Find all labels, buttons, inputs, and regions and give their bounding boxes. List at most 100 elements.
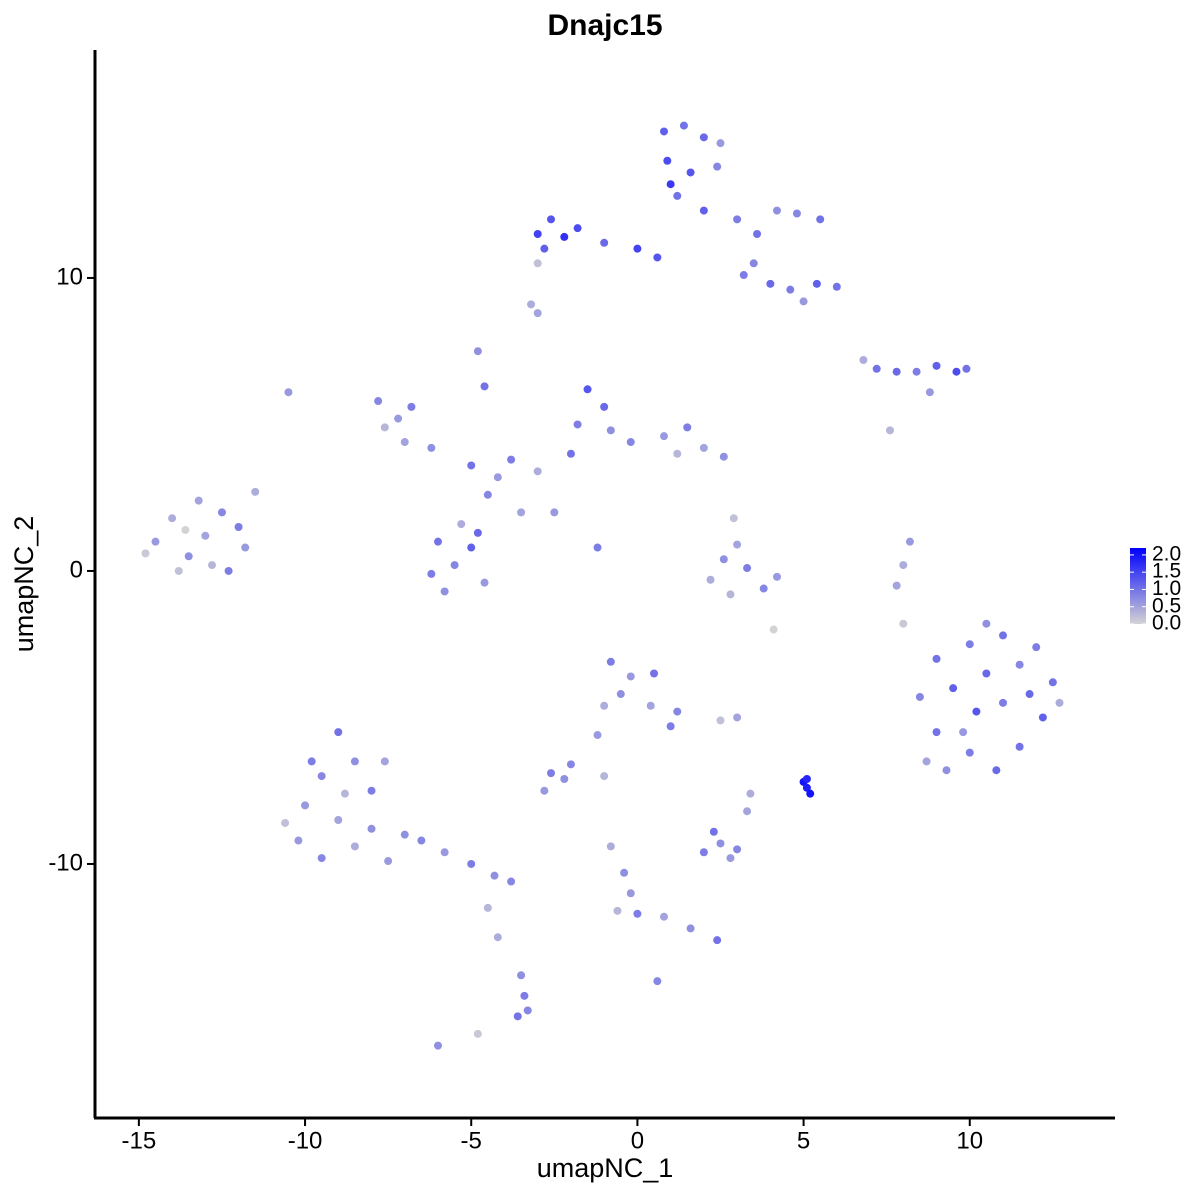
point — [620, 868, 629, 877]
point — [802, 774, 811, 783]
chart-title: Dnajc15 — [547, 9, 662, 42]
point — [606, 426, 615, 435]
point — [450, 561, 459, 570]
point — [922, 757, 931, 766]
point — [962, 364, 971, 373]
point — [683, 423, 692, 432]
y-tick-label: -10 — [48, 849, 83, 876]
colorbar-label: 0.0 — [1152, 612, 1181, 635]
point — [550, 508, 559, 517]
point — [284, 388, 293, 397]
point — [374, 397, 383, 406]
point — [932, 728, 941, 737]
point — [959, 728, 968, 737]
x-tick-label: -10 — [288, 1127, 323, 1154]
point — [400, 438, 409, 447]
point — [673, 707, 682, 716]
points — [141, 121, 1064, 1050]
point — [716, 139, 725, 148]
x-tick-label: 10 — [956, 1127, 983, 1154]
point — [540, 786, 549, 795]
point — [942, 766, 951, 775]
point — [733, 845, 742, 854]
point — [507, 877, 516, 886]
point — [709, 827, 718, 836]
point — [802, 783, 811, 792]
x-tick-label: -5 — [461, 1127, 482, 1154]
point — [606, 657, 615, 666]
point — [507, 455, 516, 464]
point — [653, 253, 662, 262]
point — [433, 1041, 442, 1050]
point — [493, 933, 502, 942]
point — [174, 566, 183, 575]
point — [982, 619, 991, 628]
point — [467, 461, 476, 470]
point — [600, 238, 609, 247]
point — [527, 300, 536, 309]
point — [749, 259, 758, 268]
point — [932, 654, 941, 663]
point — [340, 789, 349, 798]
point — [523, 1006, 532, 1015]
point — [650, 669, 659, 678]
point — [334, 728, 343, 737]
point — [367, 786, 376, 795]
point — [473, 1029, 482, 1038]
point — [859, 355, 868, 364]
point — [892, 367, 901, 376]
point — [719, 555, 728, 564]
point — [812, 279, 821, 288]
point — [334, 816, 343, 825]
point — [626, 438, 635, 447]
point — [965, 748, 974, 757]
colorbar — [1130, 548, 1146, 624]
point — [626, 889, 635, 898]
point — [566, 449, 575, 458]
colorbar-label: 1.0 — [1152, 577, 1181, 600]
point — [480, 382, 489, 391]
point — [792, 209, 801, 218]
point — [899, 619, 908, 628]
point — [380, 423, 389, 432]
point — [713, 936, 722, 945]
point — [982, 669, 991, 678]
point — [473, 347, 482, 356]
point — [925, 388, 934, 397]
point — [440, 848, 449, 857]
point — [317, 854, 326, 863]
point — [626, 672, 635, 681]
point — [673, 191, 682, 200]
point — [832, 282, 841, 291]
point — [540, 244, 549, 253]
colorbar-label: 1.5 — [1152, 560, 1181, 583]
point — [912, 367, 921, 376]
point — [872, 364, 881, 373]
point — [699, 133, 708, 142]
point — [573, 224, 582, 233]
point — [733, 540, 742, 549]
point — [473, 528, 482, 537]
point — [433, 537, 442, 546]
point — [533, 309, 542, 318]
point — [600, 701, 609, 710]
point — [281, 818, 290, 827]
point — [380, 757, 389, 766]
point — [659, 912, 668, 921]
point — [1032, 643, 1041, 652]
point — [600, 402, 609, 411]
point — [673, 449, 682, 458]
point — [679, 121, 688, 130]
point — [699, 848, 708, 857]
point — [713, 162, 722, 171]
point — [1048, 678, 1057, 687]
point — [251, 487, 260, 496]
point — [194, 496, 203, 505]
point — [1015, 742, 1024, 751]
point — [520, 991, 529, 1000]
point — [394, 414, 403, 423]
point — [151, 537, 160, 546]
point — [1038, 713, 1047, 722]
point — [573, 420, 582, 429]
